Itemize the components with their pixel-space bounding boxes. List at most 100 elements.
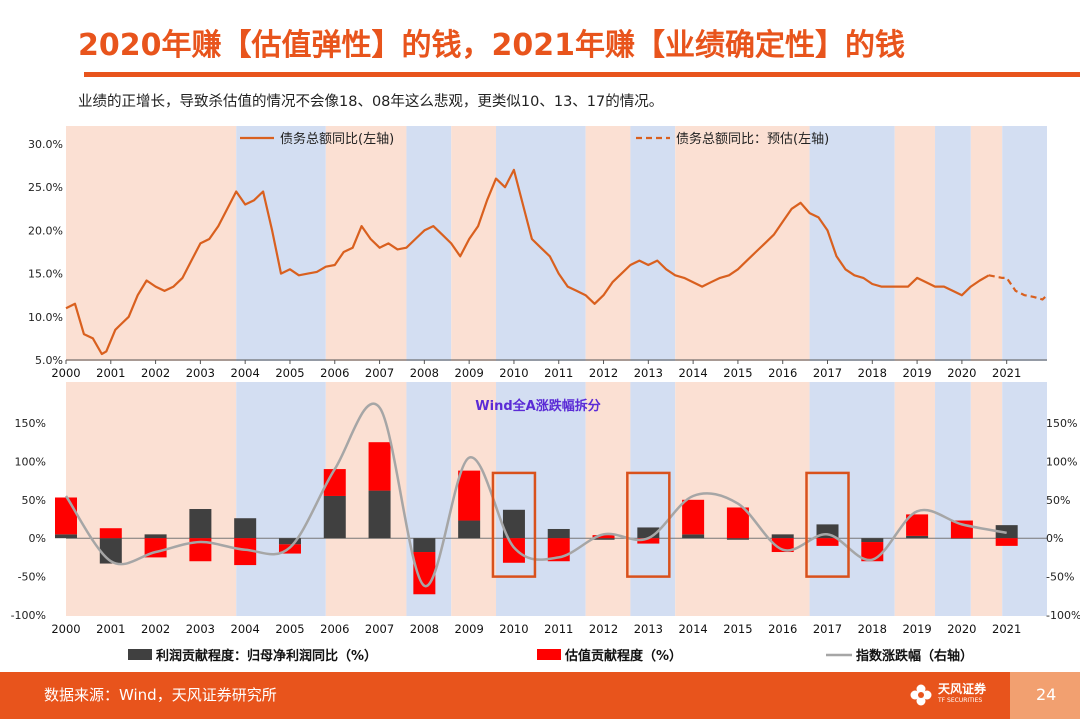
legend-label-debt-forecast: 债务总额同比：预估(左轴) — [676, 131, 829, 147]
x-tick-label-top: 2005 — [275, 366, 304, 380]
y-tick-label-top: 20.0% — [28, 224, 63, 237]
profit-bar — [637, 527, 660, 539]
x-tick-label-bottom: 2004 — [231, 622, 260, 636]
x-tick-label-bottom: 2012 — [589, 622, 618, 636]
x-tick-label-top: 2014 — [678, 366, 707, 380]
regime-band-bottom-13 — [1002, 382, 1047, 616]
y-tick-label-right: 0% — [1046, 532, 1063, 545]
logo-subtitle: TF SECURITIES — [938, 697, 983, 704]
page-title: 2020年赚【估值弹性】的钱，2021年赚【业绩确定性】的钱 — [78, 28, 905, 63]
legend-label-profit: 利润贡献程度：归母净利润同比（%） — [156, 648, 377, 664]
y-tick-label-right: -50% — [1046, 571, 1074, 584]
x-tick-label-bottom: 2017 — [813, 622, 842, 636]
regime-bands-bottom — [66, 382, 1047, 616]
x-tick-label-top: 2003 — [186, 366, 215, 380]
profit-bar — [950, 538, 973, 539]
profit-bar — [234, 518, 257, 539]
profit-bar — [458, 520, 481, 539]
regime-band-bottom-10 — [894, 382, 936, 616]
y-tick-label-left: 150% — [15, 417, 46, 430]
regime-band-top-5 — [496, 126, 586, 361]
profit-bar — [906, 535, 929, 539]
x-tick-label-top: 2002 — [141, 366, 170, 380]
x-tick-label-top: 2008 — [410, 366, 439, 380]
valuation-bar — [726, 507, 749, 539]
bar-chart-highlight-boxes — [491, 471, 850, 578]
logo-name: 天风证券 — [938, 682, 987, 696]
x-tick-label-top: 2018 — [858, 366, 887, 380]
x-tick-label-bottom: 2011 — [544, 622, 573, 636]
valuation-bar — [368, 442, 391, 491]
title-underline — [84, 72, 1080, 77]
y-tick-label-left: 50% — [22, 494, 46, 507]
profit-bar — [682, 534, 705, 539]
x-tick-label-bottom: 2013 — [634, 622, 663, 636]
x-tick-label-top: 2004 — [231, 366, 260, 380]
x-tick-label-top: 2000 — [51, 366, 80, 380]
debt-chart-lines — [65, 168, 1048, 356]
y-tick-label-top: 15.0% — [28, 268, 63, 281]
highlight-box-2013 — [626, 471, 671, 578]
regime-band-bottom-8 — [675, 382, 810, 616]
x-tick-label-bottom: 2010 — [499, 622, 528, 636]
valuation-bar — [592, 535, 615, 539]
valuation-bar — [906, 514, 929, 536]
legend-swatch-valuation — [537, 649, 561, 660]
debt-chart-legend: 债务总额同比(左轴) 债务总额同比：预估(左轴) — [240, 131, 829, 147]
x-tick-label-bottom: 2020 — [947, 622, 976, 636]
y-tick-label-top: 25.0% — [28, 181, 63, 194]
valuation-bar — [323, 469, 346, 496]
x-tick-label-bottom: 2016 — [768, 622, 797, 636]
legend-label-index: 指数涨跌幅（右轴） — [856, 648, 973, 664]
profit-bar — [726, 538, 749, 540]
x-tick-label-top: 2011 — [544, 366, 573, 380]
x-tick-label-bottom: 2005 — [275, 622, 304, 636]
x-tick-label-bottom: 2021 — [992, 622, 1021, 636]
x-tick-label-bottom: 2006 — [320, 622, 349, 636]
valuation-bar — [816, 538, 839, 546]
profit-bar — [592, 538, 615, 540]
legend-label-debt-yoy: 债务总额同比(左轴) — [280, 131, 394, 147]
profit-bar — [413, 538, 436, 553]
footer-bar: 数据来源：Wind，天风证券研究所 天风证券 TF SECURITIES 24 — [0, 672, 1080, 719]
x-tick-label-top: 2010 — [499, 366, 528, 380]
regime-band-top-4 — [451, 126, 497, 361]
debt-yoy-line — [65, 168, 990, 356]
page-subtitle: 业绩的正增长，导致杀估值的情况不会像18、08年这么悲观，更类似10、13、17… — [78, 94, 664, 110]
valuation-bar — [189, 538, 212, 562]
x-tick-label-bottom: 2018 — [858, 622, 887, 636]
x-tick-label-bottom: 2007 — [365, 622, 394, 636]
x-tick-label-top: 2017 — [813, 366, 842, 380]
profit-bar — [368, 490, 391, 539]
bar-chart-axes: -100% -100% -50% -50% 0% 0% 50% 50% 100% 100% 150%… — [11, 417, 1080, 636]
source-note: 数据来源：Wind，天风证券研究所 — [44, 686, 277, 704]
regime-band-top-0 — [66, 126, 237, 361]
profit-bar — [55, 534, 77, 539]
y-tick-label-left: 0% — [29, 532, 46, 545]
valuation-bar — [637, 538, 660, 544]
x-tick-label-bottom: 2014 — [678, 622, 707, 636]
regime-band-top-10 — [894, 126, 936, 361]
valuation-bar — [771, 538, 794, 553]
profit-bar — [771, 534, 794, 539]
x-tick-label-bottom: 2001 — [96, 622, 125, 636]
x-tick-label-bottom: 2002 — [141, 622, 170, 636]
regime-band-bottom-9 — [809, 382, 895, 616]
x-tick-label-top: 2015 — [723, 366, 752, 380]
page-number: 24 — [1036, 685, 1057, 704]
x-tick-label-top: 2016 — [768, 366, 797, 380]
y-tick-label-right: 100% — [1046, 455, 1077, 468]
x-tick-label-top: 2013 — [634, 366, 663, 380]
x-tick-label-top: 2020 — [947, 366, 976, 380]
x-tick-label-top: 2001 — [96, 366, 125, 380]
valuation-bar — [458, 470, 481, 521]
regime-band-top-11 — [935, 126, 971, 361]
regime-band-top-9 — [809, 126, 895, 361]
regime-band-top-1 — [236, 126, 326, 361]
valuation-bar — [55, 497, 77, 535]
profit-bar — [278, 538, 301, 545]
profit-bar — [547, 528, 570, 539]
x-tick-label-top: 2012 — [589, 366, 618, 380]
x-tick-label-bottom: 2003 — [186, 622, 215, 636]
regime-band-top-7 — [630, 126, 676, 361]
